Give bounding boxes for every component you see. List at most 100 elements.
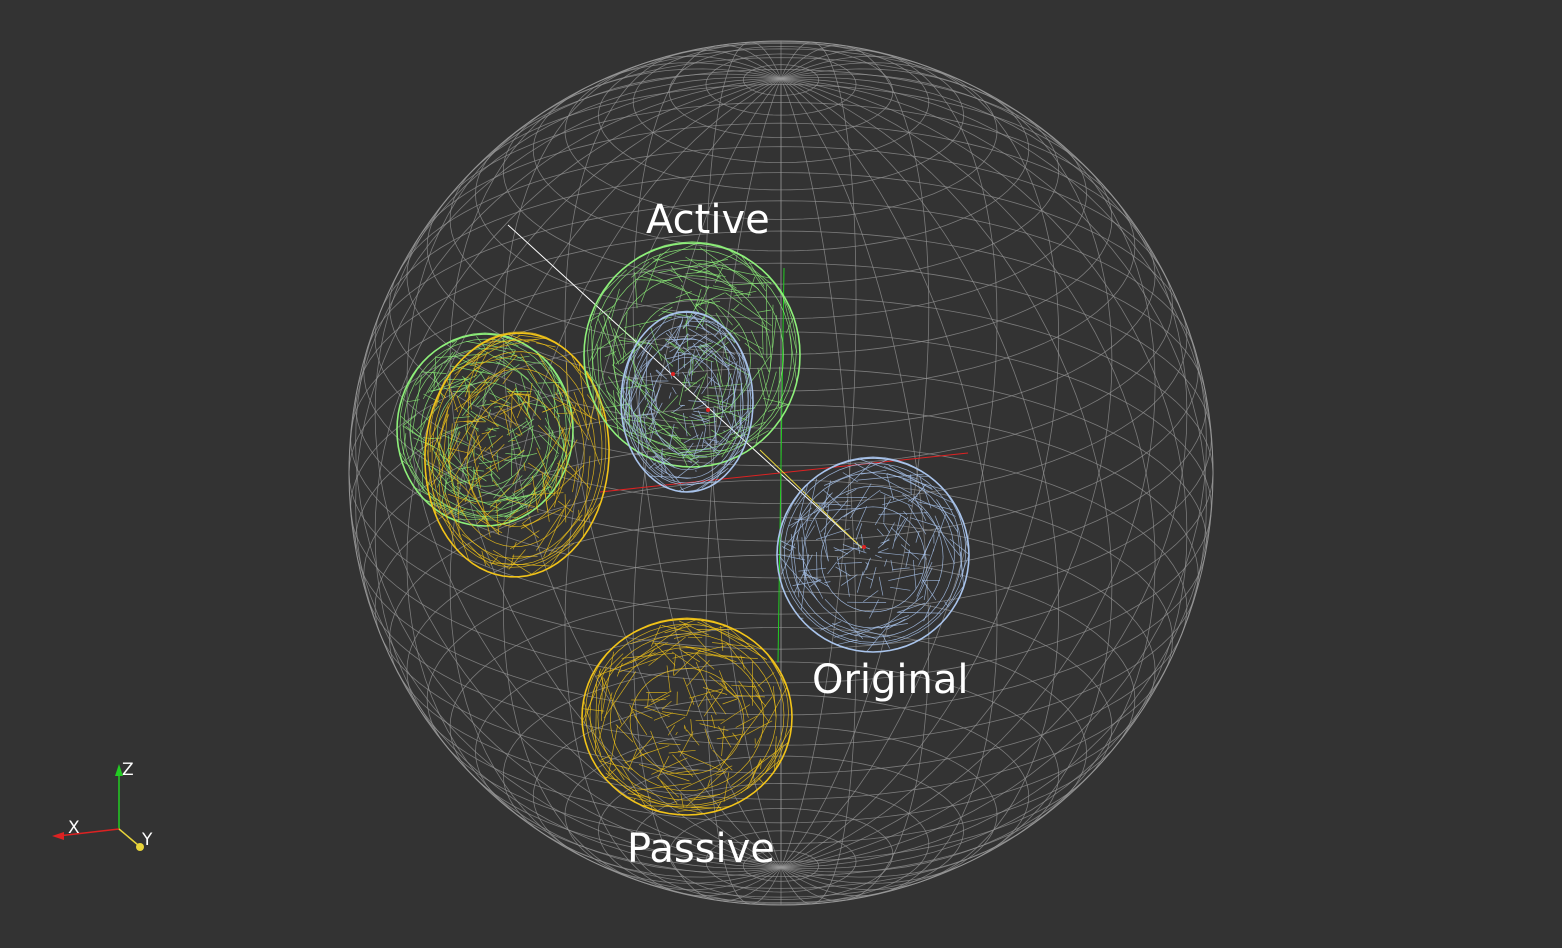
mesh-edge bbox=[824, 581, 831, 583]
mesh-edge bbox=[712, 749, 733, 771]
mesh-edge bbox=[671, 651, 701, 673]
mesh-edge bbox=[644, 706, 670, 717]
mesh-edge bbox=[879, 491, 913, 507]
mesh-edge bbox=[675, 353, 700, 373]
mesh-edge bbox=[695, 719, 725, 722]
mesh-edge bbox=[675, 291, 692, 299]
mesh-edge bbox=[498, 354, 529, 380]
sphere-meridian bbox=[705, 78, 782, 905]
mesh-edge bbox=[529, 492, 564, 496]
mesh-edge bbox=[837, 548, 855, 561]
mesh-edge bbox=[732, 367, 739, 409]
mesh-edge bbox=[675, 731, 678, 736]
mesh-edge bbox=[653, 712, 673, 721]
mesh-edge bbox=[812, 629, 827, 640]
mesh-edge bbox=[890, 527, 911, 547]
mesh-edge bbox=[402, 425, 420, 438]
mesh-edge bbox=[697, 621, 764, 651]
mesh-edge bbox=[672, 645, 727, 659]
mesh-edge bbox=[530, 542, 575, 576]
mesh-edge bbox=[677, 805, 731, 812]
mesh-edge bbox=[779, 556, 818, 601]
mesh-edge bbox=[605, 772, 660, 812]
mesh-edge bbox=[582, 708, 605, 712]
mesh-edge bbox=[934, 515, 955, 565]
mesh-outline bbox=[776, 457, 970, 653]
mesh-edge bbox=[652, 450, 675, 467]
mesh-edge bbox=[623, 390, 647, 443]
mesh-ring bbox=[466, 394, 568, 527]
mesh-edge bbox=[908, 505, 927, 535]
mesh-edge bbox=[668, 329, 681, 347]
mesh-edge bbox=[715, 801, 722, 812]
mesh-edge bbox=[712, 415, 750, 453]
mesh-edge bbox=[650, 327, 663, 361]
mesh-edge bbox=[656, 776, 680, 798]
mesh-edge bbox=[448, 414, 478, 463]
mesh-edge bbox=[702, 398, 727, 407]
mesh-edge bbox=[782, 546, 791, 552]
passive-mesh-left bbox=[424, 331, 610, 578]
mesh-ring bbox=[589, 623, 785, 806]
mesh-edge bbox=[496, 452, 500, 470]
mesh-edge bbox=[471, 426, 480, 430]
mesh-edge bbox=[600, 269, 627, 295]
mesh-edge bbox=[433, 509, 451, 525]
mesh-edge bbox=[461, 534, 509, 569]
mesh-edge bbox=[517, 355, 530, 359]
mesh-edge bbox=[918, 527, 938, 566]
mesh-edge bbox=[713, 433, 745, 485]
mesh-edge bbox=[482, 386, 487, 403]
mesh-edge bbox=[733, 332, 741, 342]
mesh-edge bbox=[660, 452, 668, 474]
sphere-meridian bbox=[780, 49, 998, 868]
mesh-edge bbox=[441, 499, 457, 549]
sphere-meridian bbox=[780, 73, 1188, 868]
mesh-edge bbox=[511, 437, 513, 477]
mesh-edge bbox=[719, 682, 739, 700]
mesh-edge bbox=[479, 490, 491, 538]
mesh-edge bbox=[649, 425, 655, 443]
mesh-edge bbox=[528, 486, 537, 509]
mesh-edge bbox=[711, 694, 727, 715]
mesh-edge bbox=[689, 320, 718, 323]
mesh-edge bbox=[603, 677, 623, 725]
mesh-edge bbox=[493, 387, 517, 420]
mesh-edge bbox=[426, 449, 437, 517]
mesh-edge bbox=[712, 642, 755, 648]
mesh-edge bbox=[648, 636, 686, 666]
mesh-edge bbox=[595, 652, 656, 677]
mesh-edge bbox=[680, 793, 684, 808]
mesh-edge bbox=[823, 458, 889, 486]
mesh-edge bbox=[696, 252, 737, 274]
mesh-ring bbox=[436, 381, 534, 487]
mesh-edge bbox=[489, 562, 550, 567]
mesh-edge bbox=[826, 507, 861, 511]
mesh-edge bbox=[638, 764, 690, 782]
mesh-edge bbox=[804, 478, 818, 531]
mesh-edge bbox=[624, 316, 672, 329]
mesh-edge bbox=[561, 439, 565, 478]
mesh-edge bbox=[902, 478, 955, 504]
mesh-edge bbox=[796, 523, 802, 541]
mesh-edge bbox=[898, 612, 941, 614]
mesh-edge bbox=[621, 374, 639, 407]
mesh-edge bbox=[489, 487, 510, 508]
mesh-edge bbox=[651, 757, 688, 775]
mesh-edge bbox=[446, 378, 459, 413]
mesh-edge bbox=[502, 371, 513, 385]
mesh-edge bbox=[736, 430, 769, 449]
orientation-gizmo[interactable] bbox=[52, 764, 144, 851]
mesh-edge bbox=[691, 354, 714, 363]
mesh-edge bbox=[746, 758, 762, 789]
mesh-edge bbox=[534, 389, 540, 417]
sphere-meridian bbox=[780, 55, 1060, 868]
mesh-edge bbox=[740, 349, 752, 399]
mesh-ring bbox=[609, 647, 765, 792]
mesh-edge bbox=[624, 752, 649, 764]
mesh-edge bbox=[641, 339, 650, 357]
mesh-edge bbox=[518, 391, 522, 395]
mesh-edge bbox=[468, 389, 472, 410]
